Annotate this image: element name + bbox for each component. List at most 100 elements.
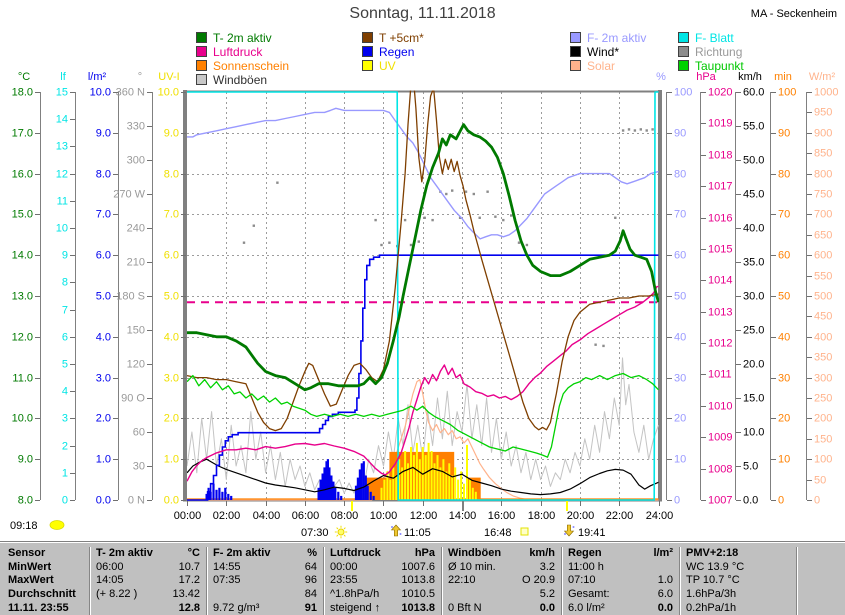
axis-tick-label: 1010 [708,401,732,413]
legend-label: Wind* [587,44,620,59]
axis-tick-label: 1009 [708,432,732,444]
axis-tick-label: 240 [127,223,145,235]
axis-tick-label: 5 [62,359,68,371]
axis-tick-label: 100 [814,454,832,466]
stats-row-label: Sensor [8,547,46,559]
series-richtung [242,128,654,348]
axis-tick-label: 150 [127,325,145,337]
axis-tick-label: 180 S [116,291,145,303]
axis-tick-label: 40 [674,332,686,344]
sunset-time-label: 16:48 [484,527,512,539]
axis-tick-label: 4.0 [164,332,179,344]
x-tick-label: 10:00 [370,510,398,522]
axis-tick-label: 11 [57,196,68,208]
stats-cell: Ø 10 min. 3.2 [441,560,561,575]
stats-cell-value: 3.2 [539,560,555,573]
stats-cell: 06:00 10.7 [89,560,206,575]
axis-temp: 18.0 17.0 16.0 15.0 14.0 13.0 12.0 11.0 10.0 9.0 8… [12,71,41,507]
stats-cell-desc: (+ 8.22 ) [96,588,138,601]
series-windboeen [186,357,659,494]
axis-tick-label: 20.0 [743,359,764,371]
stats-cell: 14:55 64 [206,560,323,575]
axis-unit-label: min [774,71,792,83]
legend-swatch-luftdruck-icon [196,46,207,57]
axis-tick-label: 1.0 [164,454,179,466]
axis-tick-label: 30 [674,373,686,385]
axis-tick-label: 13.0 [12,291,33,303]
stats-spacer [796,547,845,561]
stats-cell-desc: 14:55 [213,560,241,573]
axis-tick-label: 0 [778,495,784,507]
axis-tick-label: 9.0 [96,128,111,140]
stats-cell-desc: 11:00 h [568,560,604,573]
axis-tick-label: 400 [814,332,832,344]
stats-cell-desc: 07:35 [213,574,241,587]
stats-cell-value: O 20.9 [521,574,555,587]
series-regen-summe [187,254,659,501]
axis-tick-label: 0.0 [164,495,179,507]
legend-swatch-f-2m-aktiv-icon [570,32,581,43]
x-tick-label: 18:00 [528,510,556,522]
axis-tick-label: 6 [62,332,68,344]
stats-cell-value: 6.0 [657,588,673,601]
stats-row-label: 11.11. 23:55 [8,601,69,614]
stats-cell: 11:00 h [561,560,679,575]
stats-cell-value: 96 [304,574,317,587]
axis-tick-label: 0 [674,495,680,507]
legend-swatch-solar-icon [570,60,581,71]
axis-tick-label: 50 [814,475,826,487]
axis-tick-label: 12.0 [12,332,33,344]
moon-icon [49,520,65,530]
stats-cell-value: 91 [304,601,317,614]
axis-tick-label: 1.0 [96,454,111,466]
x-tick-label: 22:00 [606,510,634,522]
axis-tick-label: 25.0 [743,325,764,337]
axis-tick-label: 10.0 [158,87,179,99]
axis-tick-label: 18.0 [12,87,33,99]
x-tick-label: 08:00 [331,510,359,522]
axis-tick-label: 60 [674,250,686,262]
legend-item-luftdruck: Luftdruck [196,45,262,59]
stats-row: MinWert 06:00 10.7 14:55 64 00:00 1007.6 Ø 10 m… [0,560,845,575]
legend-swatch-regen-icon [362,46,373,57]
legend-swatch-sonnenschein-icon [196,60,207,71]
x-tick-label: 16:00 [488,510,516,522]
stats-header-row: Sensor T- 2m aktiv °C F- 2m aktiv% Luftdruck… [0,547,845,561]
series-uv [380,442,477,500]
stats-cell-desc: 14:05 [96,574,124,587]
series-f-2m-aktiv [187,107,659,240]
stats-cell-value: 17.2 [178,574,200,587]
legend-label: T +5cm* [379,30,424,45]
axis-tick-label: 15.0 [743,393,764,405]
axis-unit-label: % [656,71,666,83]
x-tick-label: 06:00 [292,510,320,522]
stats-cell-desc: Ø 10 min. [448,560,496,573]
axis-tick-label: 1017 [708,181,732,193]
stats-cell-desc: 00:00 [330,560,358,573]
axis-tick-label: 330 [127,121,145,133]
axis-tick-label: 5.0 [743,461,758,473]
x-tick-label: 04:00 [253,510,281,522]
axis-tick-label: 8.0 [96,169,111,181]
axis-tick-label: 80 [674,169,686,181]
axis-tick-label: 120 [127,359,145,371]
stats-cell: 14:05 17.2 [89,574,206,589]
axis-tick-label: 350 [814,352,832,364]
axis-tick-label: 1016 [708,213,732,225]
stats-cell: steigend ↑ 1013.8 [323,601,441,615]
axis-tick-label: 2 [62,441,68,453]
stats-cell-desc: 0 Bft N [448,601,482,614]
legend-item-t-2m-aktiv: T- 2m aktiv [196,30,272,45]
axis-tick-label: 11.0 [12,373,33,385]
axis-tick-label: 40.0 [743,223,764,235]
stats-cell: Gesamt: 6.0 [561,588,679,602]
axis-unit-label: °C [18,71,30,83]
x-tick-label: 20:00 [567,510,595,522]
axis-tick-label: 1020 [708,87,732,99]
stats-cell-desc: PMV+2:18 [686,547,739,559]
stats-cell: F- 2m aktiv% [206,547,323,561]
legend-label: T- 2m aktiv [213,30,272,45]
axis-tick-label: 40 [778,332,790,344]
axis-unit-label: km/h [738,71,762,83]
